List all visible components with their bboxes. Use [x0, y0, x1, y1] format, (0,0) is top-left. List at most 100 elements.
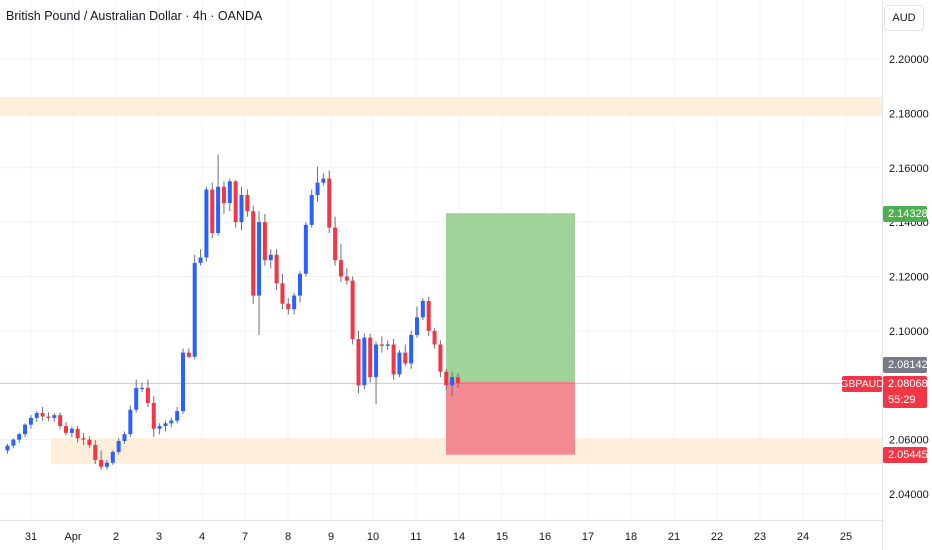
- candle: [5, 443, 10, 454]
- candle: [298, 271, 302, 303]
- candle: [210, 182, 215, 239]
- candle: [116, 438, 121, 455]
- target-price-badge: 2.14328: [883, 206, 928, 222]
- price-tick-label: 2.10000: [889, 326, 929, 338]
- candle: [391, 339, 396, 380]
- candle: [198, 249, 203, 266]
- candle: [192, 254, 197, 360]
- time-tick-label: 15: [496, 531, 508, 543]
- candle: [145, 379, 150, 407]
- candle: [40, 407, 45, 421]
- candle: [438, 340, 443, 378]
- symbol-badge: GBPAUD: [840, 376, 884, 392]
- candle: [450, 371, 455, 397]
- candle: [409, 330, 414, 369]
- candle: [128, 405, 133, 437]
- candle: [11, 438, 16, 449]
- currency-button[interactable]: AUD: [884, 5, 924, 31]
- candle: [169, 417, 174, 428]
- candle: [432, 328, 437, 349]
- candle: [403, 344, 408, 367]
- time-tick-label: 31: [25, 531, 37, 543]
- candle: [362, 333, 367, 390]
- price-axis[interactable]: 2.200002.180002.160002.140002.120002.100…: [889, 54, 929, 501]
- price-tick-label: 2.18000: [889, 108, 929, 120]
- candle: [233, 179, 238, 228]
- candle: [175, 407, 180, 424]
- resistance-zone[interactable]: [0, 97, 882, 117]
- candle: [350, 276, 355, 345]
- time-tick-label: 23: [754, 531, 766, 543]
- price-tick-label: 2.04000: [889, 489, 929, 501]
- candle: [374, 341, 379, 405]
- candle: [444, 368, 449, 391]
- candle: [87, 436, 92, 448]
- candle: [227, 178, 232, 212]
- target-zone[interactable]: [446, 213, 575, 382]
- candle: [81, 432, 86, 446]
- candle: [140, 382, 145, 393]
- time-tick-label: 18: [625, 531, 637, 543]
- candle: [303, 222, 308, 277]
- stop-price-badge: 2.05445: [883, 447, 928, 463]
- candle: [157, 423, 162, 435]
- candle: [251, 205, 256, 304]
- candle: [274, 249, 279, 291]
- candle: [356, 330, 361, 394]
- candle: [181, 348, 185, 414]
- time-tick-label: 3: [156, 531, 162, 543]
- price-tick-label: 2.20000: [889, 54, 929, 66]
- candle: [69, 426, 74, 438]
- candle: [239, 186, 244, 231]
- time-tick-label: 4: [199, 531, 205, 543]
- time-tick-label: 16: [539, 531, 551, 543]
- candle: [122, 431, 127, 444]
- candle: [397, 349, 402, 378]
- candle: [52, 412, 57, 422]
- time-tick-label: 25: [840, 531, 852, 543]
- candle: [151, 396, 156, 437]
- candle: [75, 426, 80, 443]
- candle: [58, 412, 63, 429]
- candle: [64, 421, 68, 436]
- time-tick-label: 10: [367, 531, 379, 543]
- candle: [34, 411, 39, 422]
- price-tick-label: 2.06000: [889, 435, 929, 447]
- candle: [379, 336, 384, 353]
- candle: [368, 333, 373, 383]
- candle: [163, 420, 168, 432]
- candle: [344, 268, 349, 285]
- stop-zone[interactable]: [446, 381, 575, 455]
- candle: [280, 273, 285, 310]
- candle: [286, 298, 291, 315]
- candle: [321, 173, 326, 186]
- time-tick-label: 21: [668, 531, 680, 543]
- candle: [221, 181, 226, 214]
- price-tick-label: 2.12000: [889, 272, 929, 284]
- candle: [134, 379, 139, 413]
- candle: [385, 340, 390, 350]
- candle: [327, 170, 332, 233]
- countdown-badge: 55:29: [883, 392, 927, 408]
- chart-title: British Pound / Australian Dollar · 4h ·…: [6, 9, 263, 23]
- candle: [28, 415, 33, 429]
- last-price-badge: 2.08068: [883, 376, 928, 392]
- candle: [268, 249, 273, 269]
- time-axis[interactable]: 31 Apr 2 3 4 7 8 9 10 11 14 15 16 17 18 21 22 23 24 25: [25, 531, 852, 543]
- candle: [257, 211, 262, 335]
- time-tick-label: 11: [410, 531, 421, 543]
- candle: [455, 373, 460, 388]
- entry-price-badge: 2.08142: [883, 357, 928, 373]
- price-tick-label: 2.16000: [889, 163, 929, 175]
- candle: [315, 166, 320, 202]
- candle: [415, 306, 419, 338]
- candle: [204, 186, 209, 262]
- candle: [93, 440, 98, 465]
- candle: [309, 189, 314, 228]
- candle: [110, 450, 115, 465]
- time-tick-label: Apr: [64, 531, 81, 543]
- candle: [23, 423, 28, 437]
- time-tick-label: 24: [797, 531, 809, 543]
- candle: [17, 432, 22, 443]
